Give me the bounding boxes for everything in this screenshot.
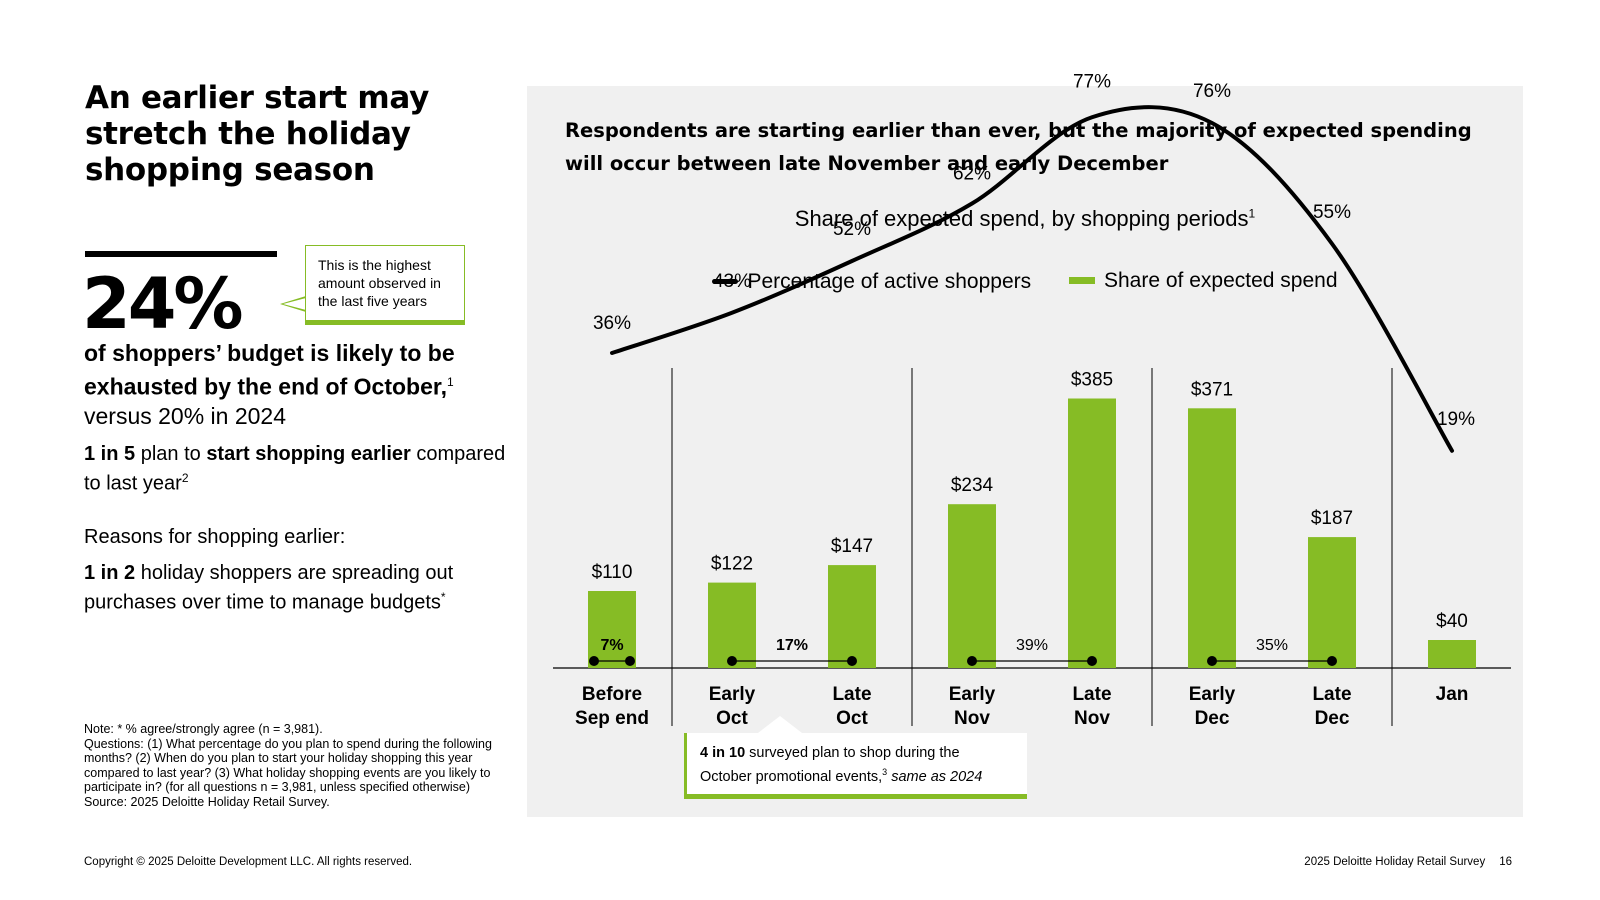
category-label-3: Early Nov bbox=[949, 684, 996, 729]
oct-callout-bold: 4 in 10 bbox=[700, 745, 746, 761]
period-dot-end-1 bbox=[847, 656, 857, 666]
fact1-sup: 2 bbox=[181, 471, 189, 485]
period-dot-start-1 bbox=[727, 656, 737, 666]
october-events-callout: 4 in 10 surveyed plan to shop during the… bbox=[684, 733, 1027, 799]
active-shoppers-line bbox=[610, 105, 1454, 453]
spend-label-0: $110 bbox=[592, 562, 633, 583]
spend-bar-2 bbox=[828, 565, 876, 668]
fact-spreading-purchases: 1 in 2 holiday shoppers are spreading ou… bbox=[84, 561, 514, 615]
period-dot-end-0 bbox=[625, 656, 635, 666]
category-label-7: Jan bbox=[1436, 684, 1469, 705]
period-share-label-2: 39% bbox=[1016, 637, 1048, 654]
period-share-label-1: 17% bbox=[776, 637, 808, 654]
spend-bar-0 bbox=[588, 591, 636, 668]
category-label-5: Early Dec bbox=[1189, 684, 1236, 729]
shoppers-label-1: 43% bbox=[713, 271, 751, 292]
footnote: Note: * % agree/strongly agree (n = 3,98… bbox=[84, 722, 492, 809]
period-dot-start-3 bbox=[1207, 656, 1217, 666]
chart-title: Share of expected spend, by shopping per… bbox=[527, 206, 1523, 232]
legend-label-spend: Share of expected spend bbox=[1104, 268, 1338, 292]
shoppers-label-2: 52% bbox=[833, 219, 871, 240]
oct-callout-text: surveyed plan to shop during the October… bbox=[700, 745, 960, 785]
spend-label-5: $371 bbox=[1191, 379, 1233, 400]
left-column: An earlier start may stretch the holiday… bbox=[85, 80, 515, 188]
spend-bar-5 bbox=[1188, 408, 1236, 668]
category-label-6: Late Dec bbox=[1312, 684, 1351, 729]
chart-title-text: Share of expected spend, by shopping per… bbox=[794, 206, 1249, 231]
spend-bar-6 bbox=[1308, 537, 1356, 668]
period-share-label-3: 35% bbox=[1256, 637, 1288, 654]
fact2-text: holiday shoppers are spreading out purch… bbox=[84, 562, 454, 614]
spend-bar-7 bbox=[1428, 640, 1476, 668]
spend-label-1: $122 bbox=[711, 554, 753, 575]
fact2-bold: 1 in 2 bbox=[84, 562, 136, 584]
legend-line-swatch bbox=[712, 279, 739, 284]
shoppers-label-5: 76% bbox=[1193, 81, 1231, 102]
stat-description: of shoppers’ budget is likely to be exha… bbox=[84, 339, 514, 431]
oct-callout-sup: 3 bbox=[882, 766, 888, 777]
stat-desc-sup: 1 bbox=[446, 375, 454, 389]
stat-rule bbox=[85, 251, 277, 257]
shoppers-label-7: 19% bbox=[1437, 409, 1475, 430]
spend-label-4: $385 bbox=[1071, 370, 1113, 391]
fact1-text2: compared to last year bbox=[84, 443, 506, 495]
shoppers-label-0: 36% bbox=[593, 313, 631, 334]
spend-label-3: $234 bbox=[951, 475, 994, 496]
fact2-sup: * bbox=[440, 590, 446, 604]
spend-bar-3 bbox=[948, 504, 996, 668]
page-number: 16 bbox=[1499, 856, 1512, 868]
reasons-label: Reasons for shopping earlier: bbox=[84, 526, 346, 548]
fact-earlier-shopping: 1 in 5 plan to start shopping earlier co… bbox=[84, 442, 514, 496]
shoppers-label-6: 55% bbox=[1313, 202, 1351, 223]
spend-bar-1 bbox=[708, 582, 756, 668]
legend-item-spend: Share of expected spend bbox=[1069, 269, 1338, 293]
category-label-4: Late Nov bbox=[1072, 684, 1111, 729]
category-label-2: Late Oct bbox=[832, 684, 871, 729]
stat-desc-bold: of shoppers’ budget is likely to be exha… bbox=[84, 340, 455, 400]
spend-label-2: $147 bbox=[831, 536, 873, 557]
period-dot-end-3 bbox=[1327, 656, 1337, 666]
period-dot-start-0 bbox=[589, 656, 599, 666]
shoppers-label-4: 77% bbox=[1073, 71, 1111, 92]
period-dot-start-2 bbox=[967, 656, 977, 666]
oct-callout-tail bbox=[758, 716, 802, 733]
spend-label-7: $40 bbox=[1436, 611, 1468, 632]
category-label-1: Early Oct bbox=[709, 684, 756, 729]
period-share-label-0: 7% bbox=[600, 637, 623, 654]
callout-tail-inner bbox=[283, 298, 306, 310]
big-stat-value: 24% bbox=[82, 263, 244, 345]
chart-title-sup: 1 bbox=[1248, 206, 1256, 221]
footer-right: 2025 Deloitte Holiday Retail Survey 16 bbox=[1290, 856, 1512, 868]
stat-desc-rest: versus 20% in 2024 bbox=[84, 402, 287, 429]
chart-panel bbox=[527, 86, 1523, 817]
fact1-bold2: start shopping earlier bbox=[206, 443, 411, 465]
spend-bar-4 bbox=[1068, 398, 1116, 668]
stat-callout: This is the highest amount observed in t… bbox=[305, 245, 465, 325]
fact1-text1: plan to bbox=[135, 443, 207, 465]
legend-bar-swatch bbox=[1069, 277, 1095, 284]
fact1-bold1: 1 in 5 bbox=[84, 443, 136, 465]
category-label-0: Before Sep end bbox=[575, 684, 649, 729]
footer-survey-name: 2025 Deloitte Holiday Retail Survey bbox=[1304, 856, 1486, 868]
page-title: An earlier start may stretch the holiday… bbox=[85, 80, 430, 188]
oct-callout-italic: same as 2024 bbox=[891, 768, 983, 785]
period-dot-end-2 bbox=[1087, 656, 1097, 666]
spend-label-6: $187 bbox=[1311, 508, 1353, 529]
copyright: Copyright © 2025 Deloitte Development LL… bbox=[84, 856, 413, 868]
shoppers-label-3: 62% bbox=[953, 164, 991, 185]
